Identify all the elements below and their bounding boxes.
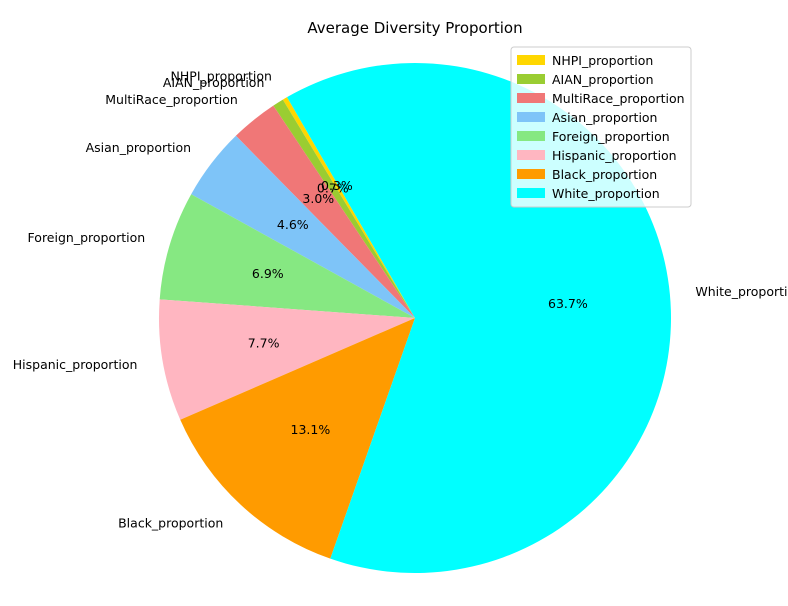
pie-slice-nhpi-proportion [282, 97, 415, 318]
legend: NHPI_proportion AIAN_proportion MultiRace_… [510, 46, 692, 208]
slice-label-nhpi-proportion: NHPI_proportion [171, 68, 272, 83]
legend-label-hispanic-proportion: Hispanic_proportion [552, 148, 677, 163]
legend-label-black-proportion: Black_proportion [552, 167, 657, 182]
pie-slice-foreign-proportion [159, 194, 415, 318]
legend-swatch-asian-proportion [517, 112, 545, 122]
slice-label-hispanic-proportion: Hispanic_proportion [13, 357, 138, 372]
legend-swatch-hispanic-proportion [517, 150, 545, 160]
slice-label-foreign-proportion: Foreign_proportion [28, 230, 146, 245]
pie-slice-hispanic-proportion [159, 299, 415, 420]
pie-slice-asian-proportion [191, 135, 415, 318]
pie-slice-black-proportion [180, 318, 415, 559]
slice-percent-nhpi-proportion: 0.3% [321, 178, 353, 193]
legend-label-asian-proportion: Asian_proportion [552, 110, 657, 125]
slice-labels: NHPI_proportionAIAN_proportionMultiRace_… [13, 68, 788, 530]
slice-percent-asian-proportion: 4.6% [277, 217, 309, 232]
legend-label-nhpi-proportion: NHPI_proportion [552, 53, 653, 68]
legend-swatch-white-proportion [517, 188, 545, 198]
pie-slice-aian-proportion [273, 99, 415, 318]
legend-label-aian-proportion: AIAN_proportion [552, 72, 654, 87]
slice-percent-multirace-proportion: 3.0% [302, 191, 334, 206]
legend-swatch-nhpi-proportion [517, 55, 545, 65]
legend-box [510, 46, 692, 208]
slice-percent-black-proportion: 13.1% [291, 422, 331, 437]
slice-label-black-proportion: Black_proportion [118, 516, 223, 531]
legend-swatch-foreign-proportion [517, 131, 545, 141]
pie-slice-multirace-proportion [235, 105, 415, 318]
legend-label-multirace-proportion: MultiRace_proportion [552, 91, 685, 106]
slice-label-white-proportion: White_proportion [695, 284, 788, 299]
legend-swatch-black-proportion [517, 169, 545, 179]
legend-label-white-proportion: White_proportion [552, 186, 660, 201]
slice-percent-foreign-proportion: 6.9% [252, 266, 284, 281]
slice-label-asian-proportion: Asian_proportion [86, 140, 191, 155]
chart-title: Average Diversity Proportion [307, 19, 522, 37]
slice-label-multirace-proportion: MultiRace_proportion [105, 92, 238, 107]
slice-percent-aian-proportion: 0.7% [317, 181, 349, 196]
legend-swatch-aian-proportion [517, 74, 545, 84]
legend-label-foreign-proportion: Foreign_proportion [552, 129, 670, 144]
legend-swatch-multirace-proportion [517, 93, 545, 103]
slice-label-aian-proportion: AIAN_proportion [163, 75, 265, 90]
slice-percent-hispanic-proportion: 7.7% [248, 336, 280, 351]
percent-labels: 0.3%0.7%3.0% 4.6% 6.9% 7.7% 13.1% 63.7% [248, 178, 588, 437]
slice-percent-white-proportion: 63.7% [548, 296, 588, 311]
